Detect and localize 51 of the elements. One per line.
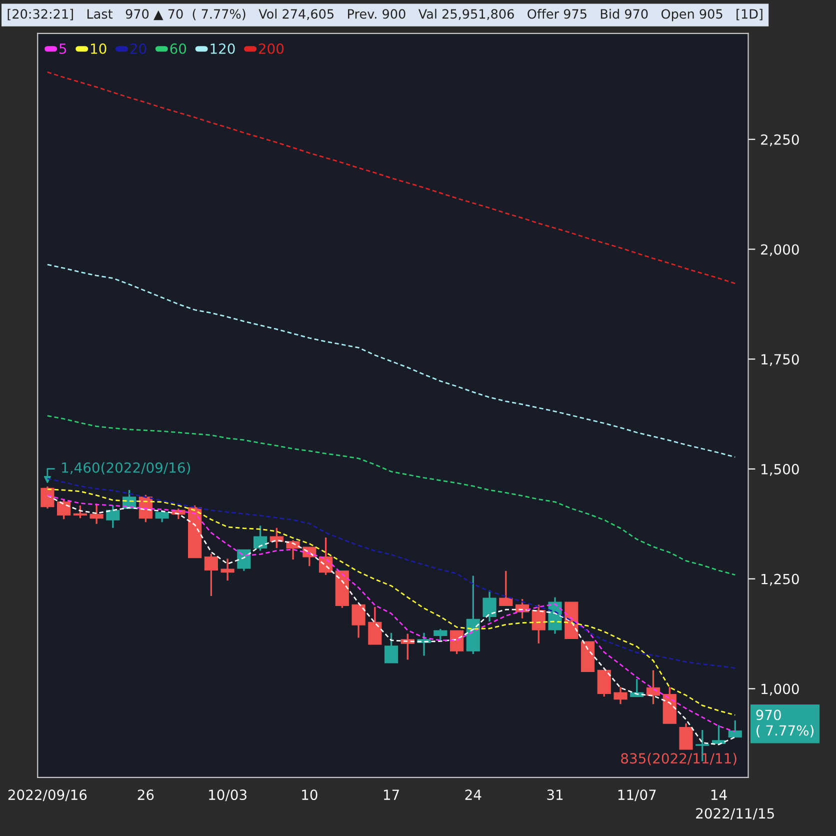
candlestick (73, 504, 87, 520)
annotation: 835(2022/11/11) (621, 752, 736, 766)
line-series (46, 71, 736, 284)
x-tick-label: 14 (711, 790, 727, 800)
legend-label: 200 (258, 43, 284, 54)
candlestick (57, 498, 71, 520)
y-tick-label: 1,000 (762, 684, 799, 696)
candlestick (368, 606, 382, 646)
candlestick (614, 686, 628, 705)
y-tick-label: 2,250 (761, 134, 799, 146)
y-tick-label: 1,750 (762, 354, 799, 366)
legend-label: 10 (91, 43, 106, 54)
candlestick (482, 589, 496, 622)
candlestick (384, 632, 398, 664)
y-tick-label: 1,250 (762, 574, 799, 586)
x-tick-label: 31 (547, 790, 563, 800)
annotation: 1,460(2022/09/16) (62, 462, 190, 474)
candlestick (597, 669, 611, 698)
x-tick-label: 26 (138, 790, 154, 800)
legend-label: 60 (170, 43, 186, 54)
x-tick-label: 2022/11/15 (696, 808, 774, 820)
candlestick (204, 552, 218, 597)
line-series (46, 264, 736, 458)
candlestick (532, 604, 546, 644)
candlestick (352, 604, 366, 639)
legend-label: 5 (60, 44, 66, 54)
candlestick (728, 720, 742, 738)
candlestick (679, 722, 693, 750)
candlestick (220, 558, 234, 582)
candlestick (286, 539, 300, 560)
legend-label: 20 (130, 43, 146, 54)
candlestick (253, 524, 268, 552)
candlestick (90, 502, 104, 525)
candlestick (40, 486, 54, 510)
chart-title: [20:32:21] Last 970 ▲ 70 ( 7.77%) Vol 274,605 Prev. 900 Val 25,951,806 Offer 975 Bid 970 Open 905 [1D] (8, 8, 762, 22)
y-tick-label: 2,000 (761, 244, 799, 256)
candlestick (434, 628, 448, 642)
x-tick-label: 10/03 (209, 790, 246, 802)
candlestick (106, 504, 120, 529)
legend-label: 120 (210, 43, 235, 54)
x-tick-label: 2022/09/16 (8, 790, 87, 802)
candlestick (450, 630, 464, 655)
x-tick-label: 10 (302, 790, 318, 800)
candlestick (499, 570, 513, 606)
x-tick-label: 17 (384, 790, 399, 800)
text: 970 ( 7.77%) (756, 710, 814, 738)
line-series (46, 415, 736, 576)
candlestick (270, 527, 284, 549)
x-tick-label: 11/07 (618, 790, 656, 802)
y-tick-label: 1,500 (762, 464, 799, 476)
x-tick-label: 24 (465, 790, 482, 800)
